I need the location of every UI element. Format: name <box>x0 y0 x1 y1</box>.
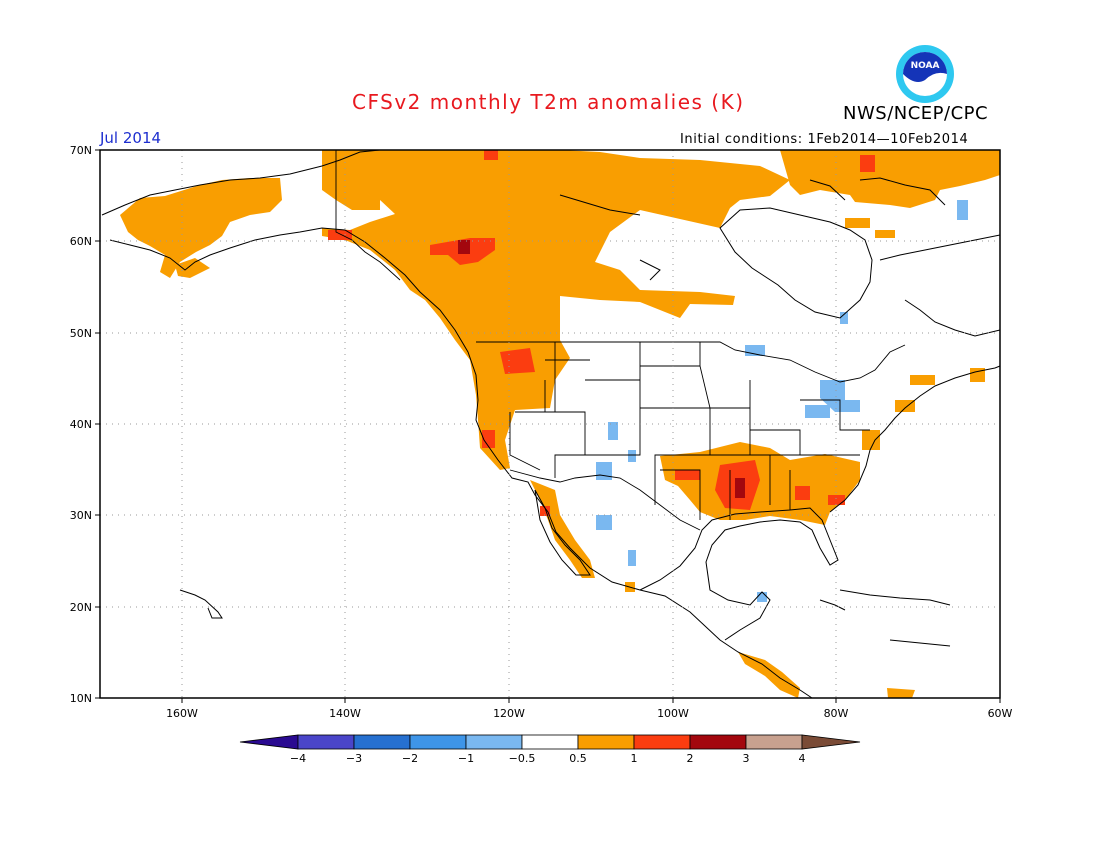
colorbar-label: −2 <box>402 752 418 765</box>
colorbar-swatch <box>239 734 299 750</box>
lat-label: 40N <box>70 418 92 431</box>
colorbar-swatch <box>577 734 635 750</box>
colorbar-label: −4 <box>290 752 306 765</box>
lon-label: 140W <box>329 707 361 720</box>
lon-label: 60W <box>988 707 1013 720</box>
lat-label: 10N <box>70 692 92 705</box>
map-title: CFSv2 monthly T2m anomalies (K) <box>352 90 745 114</box>
colorbar-label: 3 <box>743 752 750 765</box>
lon-label: 100W <box>657 707 689 720</box>
lon-label: 160W <box>166 707 198 720</box>
colorbar-label: 1 <box>631 752 638 765</box>
colorbar-label: −3 <box>346 752 362 765</box>
colorbar-label: 4 <box>799 752 806 765</box>
political-borders <box>335 150 906 531</box>
lon-label: 80W <box>824 707 849 720</box>
colorbar-swatch <box>689 734 747 750</box>
agency-label: NWS/NCEP/CPC <box>843 103 989 124</box>
colorbar-swatch <box>297 734 355 750</box>
coastlines <box>101 149 1001 699</box>
lat-label: 50N <box>70 327 92 340</box>
very-strong-warm-anomaly <box>458 240 745 498</box>
colorbar-swatch <box>465 734 523 750</box>
colorbar-label: −0.5 <box>509 752 536 765</box>
latitude-labels: 70N 60N 50N 40N 30N 20N 10N <box>70 144 92 705</box>
noaa-logo: NOAA <box>896 45 954 103</box>
initial-conditions: Initial conditions: 1Feb2014—10Feb2014 <box>680 132 969 147</box>
colorbar-swatch <box>409 734 467 750</box>
warm-anomaly-region <box>120 150 1000 698</box>
lon-label: 120W <box>493 707 525 720</box>
graticule <box>100 150 1000 698</box>
colorbar-swatch <box>801 734 861 750</box>
longitude-labels: 160W 140W 120W 100W 80W 60W <box>166 707 1012 720</box>
colorbar-swatch <box>521 734 579 750</box>
cool-anomaly-region <box>596 200 968 602</box>
colorbar-swatch <box>353 734 411 750</box>
colorbar: −4 −3 −2 −1 −0.5 0.5 1 2 3 4 <box>239 734 861 765</box>
forecast-month: Jul 2014 <box>100 129 162 147</box>
axis-ticks <box>95 149 1001 703</box>
lat-label: 60N <box>70 235 92 248</box>
colorbar-swatch <box>633 734 691 750</box>
lat-label: 20N <box>70 601 92 614</box>
colorbar-label: 2 <box>687 752 694 765</box>
colorbar-swatch <box>745 734 803 750</box>
colorbar-label: −1 <box>458 752 474 765</box>
colorbar-label: 0.5 <box>569 752 587 765</box>
lat-label: 30N <box>70 509 92 522</box>
lat-label: 70N <box>70 144 92 157</box>
noaa-logo-text: NOAA <box>911 61 940 71</box>
